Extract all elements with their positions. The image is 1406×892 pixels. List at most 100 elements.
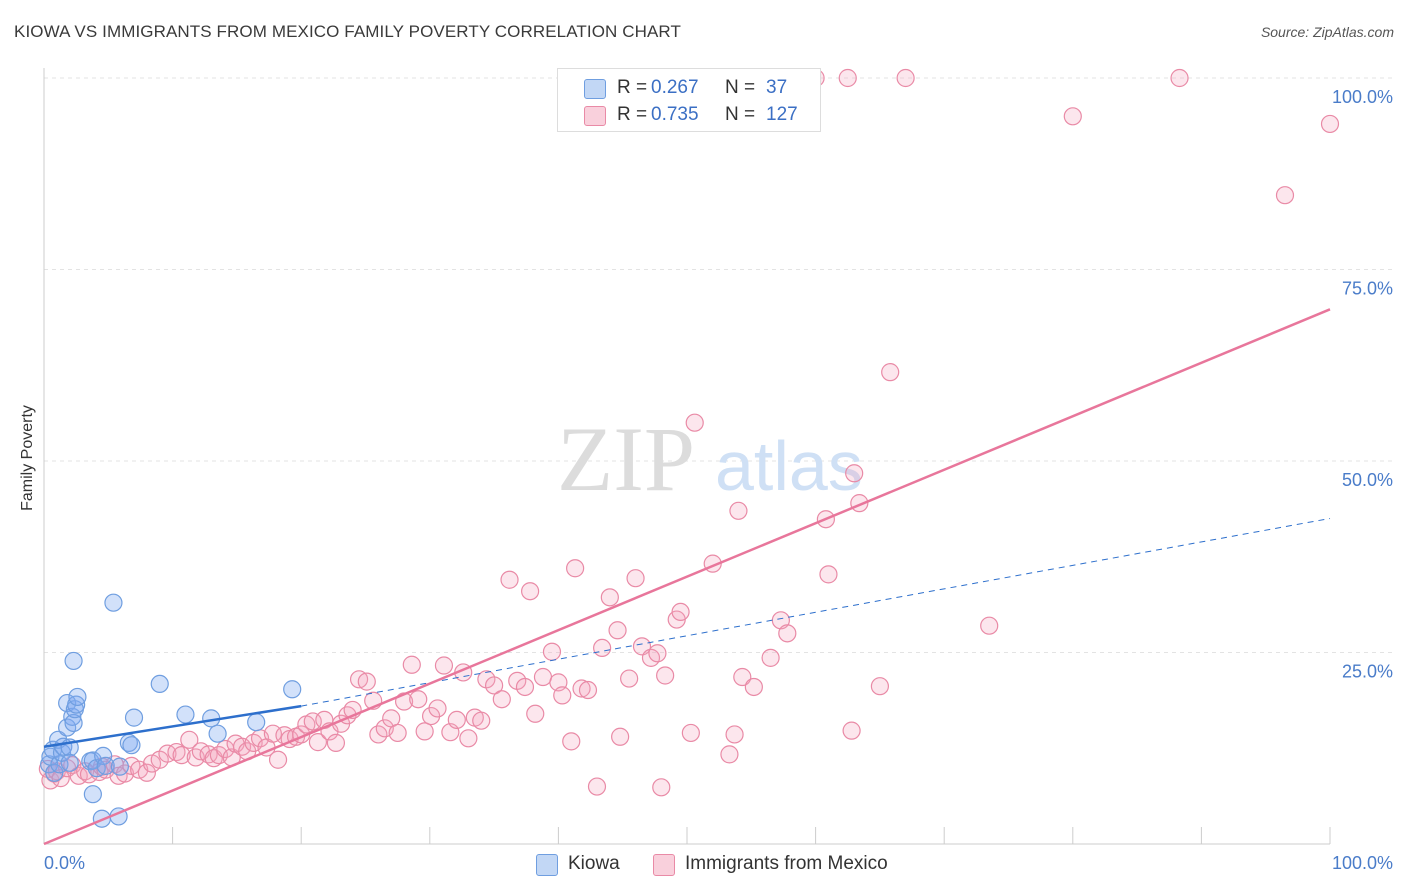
- data-point: [980, 616, 999, 635]
- data-point: [247, 713, 266, 732]
- y-tick-label: 100.0%: [1332, 87, 1393, 107]
- data-point: [656, 666, 675, 685]
- x-tick-label: 0.0%: [44, 853, 85, 873]
- data-point: [533, 667, 553, 687]
- series-layer: [38, 68, 1340, 828]
- data-point: [268, 750, 288, 769]
- data-point: [744, 677, 763, 697]
- data-point: [83, 785, 102, 804]
- data-point: [729, 501, 748, 520]
- legend-swatch-kiowa: [584, 79, 606, 99]
- data-point: [521, 582, 540, 601]
- kiowa-trend-extension: [301, 517, 1331, 707]
- data-point: [819, 565, 838, 584]
- data-point: [881, 363, 900, 382]
- data-point: [652, 778, 671, 797]
- x-tick-label: 100.0%: [1332, 853, 1393, 873]
- legend-r-value: 0.735: [651, 104, 699, 125]
- data-point: [68, 687, 87, 707]
- watermark: ZIP atlas: [557, 408, 863, 510]
- data-point: [648, 644, 667, 663]
- data-point: [180, 730, 199, 749]
- data-point: [593, 638, 612, 658]
- data-point: [641, 648, 661, 667]
- data-point: [208, 724, 227, 743]
- data-point: [283, 680, 302, 699]
- y-tick-label: 75.0%: [1342, 279, 1393, 299]
- data-point: [838, 68, 857, 88]
- data-point: [572, 679, 591, 698]
- data-point: [357, 672, 376, 691]
- data-point: [326, 733, 346, 752]
- data-point: [485, 676, 504, 695]
- axes: [43, 68, 1331, 845]
- data-point: [620, 669, 639, 688]
- data-point: [110, 757, 129, 776]
- data-point: [96, 756, 115, 775]
- data-point: [671, 602, 690, 622]
- legend-row-mexico: R = 0.735 N = 127: [558, 102, 820, 130]
- mexico-trend-line: [43, 308, 1331, 846]
- data-point: [685, 413, 704, 432]
- data-point: [388, 723, 407, 743]
- legend-stats-box: R = 0.267 N = 37 R = 0.735 N = 127: [557, 68, 821, 132]
- y-tick-label: 50.0%: [1342, 470, 1393, 490]
- data-point: [562, 732, 581, 751]
- legend-r-label: R =: [617, 77, 648, 98]
- legend-bottom-label-kiowa: Kiowa: [568, 853, 620, 874]
- data-point: [611, 727, 630, 746]
- data-point: [409, 690, 428, 709]
- data-point: [67, 695, 86, 714]
- data-point: [842, 721, 861, 740]
- data-point: [472, 711, 491, 730]
- trend-layer: [43, 308, 1331, 846]
- legend-row-kiowa: R = 0.267 N = 37: [558, 75, 820, 103]
- data-point: [761, 648, 780, 667]
- data-point: [402, 655, 421, 674]
- data-point: [608, 621, 627, 640]
- legend-bottom-swatch-kiowa: [536, 854, 558, 876]
- chart-title: KIOWA VS IMMIGRANTS FROM MEXICO FAMILY P…: [14, 22, 681, 41]
- data-point: [492, 690, 511, 709]
- legend-n-label: N =: [725, 104, 756, 125]
- data-point: [553, 686, 572, 705]
- data-point: [845, 464, 864, 483]
- data-point: [626, 569, 645, 588]
- data-point: [778, 624, 797, 643]
- data-point: [447, 710, 466, 730]
- data-point: [308, 733, 328, 752]
- data-point: [58, 718, 77, 737]
- data-point: [1063, 107, 1082, 126]
- data-point: [542, 642, 562, 661]
- data-point: [725, 725, 744, 744]
- data-point: [600, 588, 619, 607]
- data-point: [1320, 114, 1340, 134]
- data-point: [64, 651, 83, 671]
- data-point: [1275, 186, 1295, 205]
- legend-r-value: 0.267: [651, 77, 699, 98]
- legend-n-value: 37: [766, 77, 788, 98]
- data-point: [434, 656, 454, 675]
- data-point: [415, 722, 434, 741]
- data-point: [515, 677, 535, 697]
- data-point: [172, 746, 191, 765]
- data-point: [720, 745, 739, 764]
- legend-n-label: N =: [725, 77, 756, 98]
- tick-labels: 25.0% 50.0% 75.0% 100.0% 0.0% 100.0%: [44, 87, 1393, 873]
- data-point: [428, 699, 447, 718]
- watermark-atlas: atlas: [715, 427, 863, 505]
- data-point: [167, 742, 186, 762]
- y-tick-label: 25.0%: [1342, 662, 1393, 682]
- series-mexico: [38, 68, 1340, 797]
- legend-bottom-swatch-mexico: [653, 854, 675, 876]
- data-point: [566, 559, 585, 578]
- data-point: [526, 704, 545, 723]
- legend-bottom-label-mexico: Immigrants from Mexico: [685, 853, 888, 874]
- data-point: [896, 68, 915, 88]
- data-point: [578, 680, 598, 700]
- data-point: [64, 713, 83, 733]
- data-point: [150, 674, 169, 694]
- data-point: [303, 712, 322, 731]
- data-point: [681, 723, 700, 743]
